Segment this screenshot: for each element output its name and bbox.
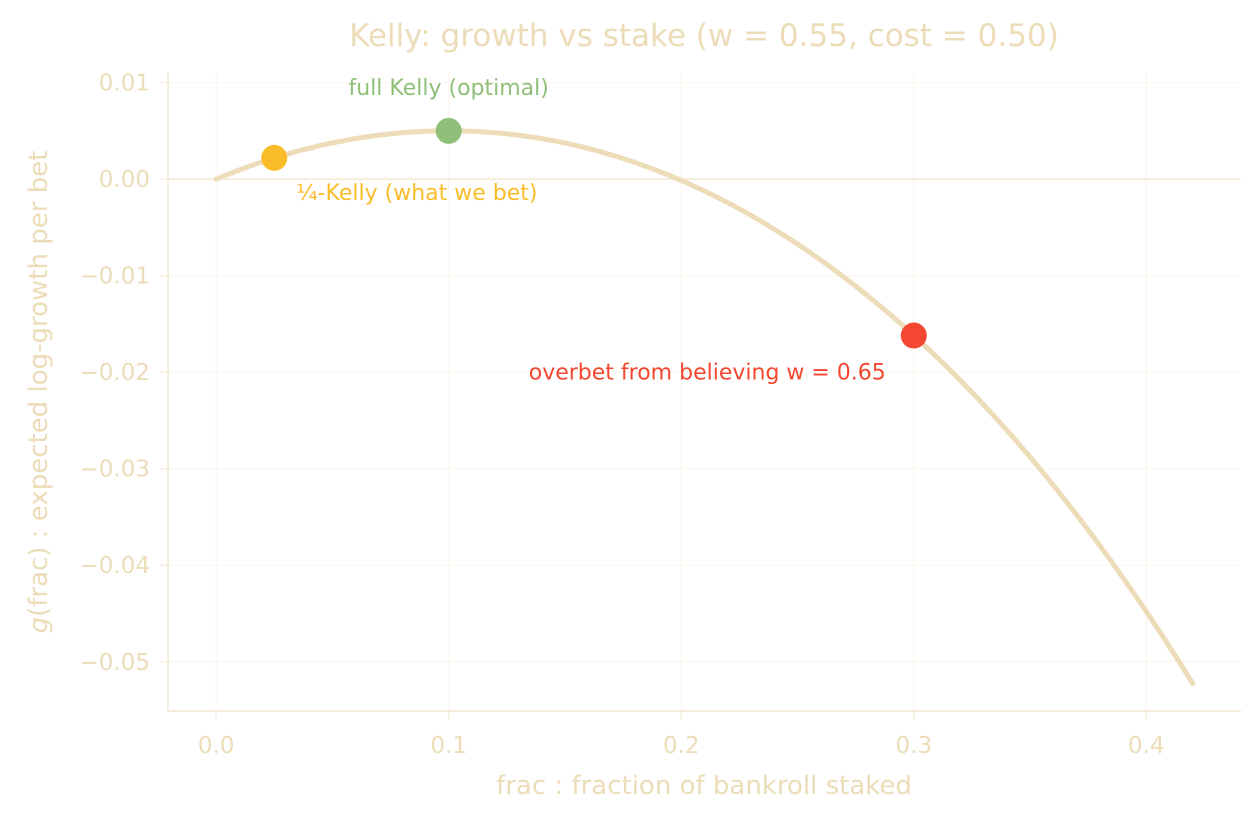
quarter-kelly-point bbox=[261, 144, 288, 171]
growth-curve-line bbox=[213, 128, 1196, 687]
x-tick-label: 0.4 bbox=[1128, 733, 1165, 759]
x-tick-label: 0.2 bbox=[663, 733, 700, 759]
y-tick-label: −0.03 bbox=[80, 457, 150, 483]
y-tick-label: −0.04 bbox=[80, 553, 150, 579]
x-tick-label: 0.3 bbox=[896, 733, 933, 759]
chart-title: Kelly: growth vs stake (w = 0.55, cost =… bbox=[349, 18, 1059, 54]
axes-layer bbox=[167, 72, 1241, 712]
y-tick-label: 0.01 bbox=[99, 71, 150, 97]
y-tick-label: −0.01 bbox=[80, 264, 150, 290]
x-axis-label: frac : fraction of bankroll staked bbox=[496, 771, 912, 801]
x-tick-label: 0.1 bbox=[430, 733, 467, 759]
series-layer bbox=[213, 128, 1196, 687]
overbet-point bbox=[900, 322, 927, 349]
ticks-layer: 0.0 0.1 0.2 0.3 0.4 0.01 0.00 −0.01 −0.02 −0.03 −0… bbox=[80, 71, 1165, 759]
full-kelly-point bbox=[435, 117, 462, 144]
y-tick-label: −0.05 bbox=[80, 650, 150, 676]
y-axis-label-italic: g bbox=[24, 617, 54, 634]
overbet-label: overbet from believing w = 0.65 bbox=[529, 361, 886, 386]
full-kelly-label: full Kelly (optimal) bbox=[349, 76, 549, 101]
y-tick-label: −0.02 bbox=[80, 360, 150, 386]
x-tick-label: 0.0 bbox=[198, 733, 235, 759]
grid-layer bbox=[168, 72, 1241, 711]
y-axis-label: g(frac) : expected log-growth per bet bbox=[24, 151, 54, 634]
y-axis-label-text: (frac) : expected log-growth per bet bbox=[24, 151, 54, 617]
y-tick-label: 0.00 bbox=[99, 167, 150, 193]
quarter-kelly-label: ¼-Kelly (what we bet) bbox=[296, 181, 537, 206]
labels-layer: ¼-Kelly (what we bet) full Kelly (optimal… bbox=[296, 76, 886, 386]
points-layer bbox=[261, 117, 927, 349]
